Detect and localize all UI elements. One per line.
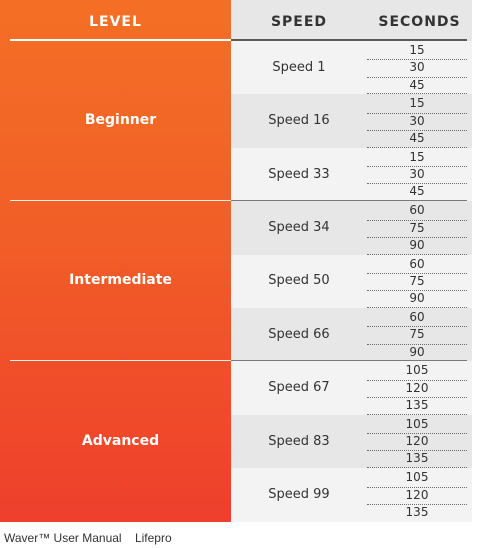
seconds-dotted-rule — [367, 290, 467, 292]
speed-row — [231, 254, 472, 308]
seconds-value: 90 — [409, 344, 425, 359]
seconds-value: 60 — [409, 203, 425, 218]
row-rule — [367, 413, 467, 415]
seconds-value: 15 — [409, 43, 425, 57]
seconds-dotted-rule — [367, 219, 467, 221]
speed-row — [231, 201, 472, 255]
speed-row — [231, 94, 472, 148]
seconds-value: 60 — [409, 256, 425, 271]
seconds-value: 15 — [409, 149, 425, 164]
seconds-value: 15 — [409, 96, 425, 111]
seconds-value: 135 — [405, 451, 429, 466]
seconds-dotted-rule — [367, 236, 467, 238]
seconds-value: 135 — [405, 398, 429, 412]
seconds-value: 45 — [409, 184, 425, 199]
level-label: Beginner — [84, 112, 157, 129]
seconds-value: 120 — [405, 380, 429, 395]
seconds-value: 135 — [405, 504, 429, 519]
seconds-dotted-rule — [367, 166, 467, 168]
seconds-dotted-rule — [367, 130, 467, 131]
speed-row — [231, 468, 472, 522]
seconds-dotted-rule — [367, 343, 467, 345]
seconds-value: 120 — [405, 434, 429, 449]
speed-label: Speed 67 — [268, 380, 330, 396]
row-rule — [367, 93, 467, 95]
seconds-dotted-rule — [367, 486, 467, 488]
header-rule-right — [231, 39, 467, 41]
seconds-dotted-rule — [367, 59, 467, 61]
seconds-value: 105 — [405, 363, 429, 378]
header-rule-level — [10, 39, 231, 41]
level-column — [0, 0, 231, 522]
speed-label: Speed 66 — [268, 326, 330, 342]
speed-row — [231, 147, 472, 202]
page-footer: Waver™ User Manual Lifepro — [4, 531, 172, 545]
seconds-dotted-rule — [367, 450, 467, 452]
row-rule — [367, 467, 467, 469]
seconds-dotted-rule — [367, 503, 467, 505]
seconds-value: 45 — [409, 131, 425, 145]
speed-row — [231, 414, 472, 469]
seconds-value: 90 — [409, 237, 425, 252]
header-level: LEVEL — [89, 14, 142, 30]
footer-manual-title: Waver™ User Manual — [4, 531, 122, 545]
seconds-value: 90 — [409, 291, 425, 306]
seconds-dotted-rule — [367, 76, 467, 78]
speed-row — [231, 308, 472, 362]
speed-label: Speed 34 — [268, 219, 330, 235]
seconds-value: 60 — [409, 310, 425, 324]
row-rule — [367, 307, 467, 308]
speed-label: Speed 16 — [268, 113, 330, 129]
seconds-value: 105 — [405, 470, 429, 485]
group-rule — [231, 200, 467, 202]
seconds-dotted-rule — [367, 112, 467, 114]
seconds-dotted-rule — [367, 183, 467, 185]
speed-label: Speed 83 — [268, 433, 330, 449]
row-rule — [367, 253, 467, 255]
footer-brand: Lifepro — [134, 531, 172, 545]
level-label: Intermediate — [69, 272, 172, 289]
header-speed: SPEED — [270, 14, 328, 30]
speed-label: Speed 1 — [272, 59, 326, 75]
seconds-value: 45 — [409, 77, 425, 92]
seconds-dotted-rule — [367, 272, 467, 274]
seconds-dotted-rule — [367, 326, 467, 328]
seconds-value: 75 — [409, 220, 425, 235]
seconds-value: 75 — [409, 327, 425, 342]
speed-table: LEVEL SPEED SECONDS Beginner Speed 1 15 30 4… — [0, 0, 472, 522]
seconds-dotted-rule — [367, 379, 467, 381]
speed-label: Speed 50 — [268, 273, 330, 289]
level-divider — [10, 200, 231, 202]
seconds-value: 30 — [409, 167, 425, 182]
seconds-value: 75 — [409, 273, 425, 288]
level-divider — [10, 360, 231, 362]
speed-label: Speed 99 — [268, 486, 330, 502]
seconds-value: 30 — [409, 113, 425, 128]
seconds-dotted-rule — [367, 397, 467, 398]
seconds-dotted-rule — [367, 433, 467, 435]
speed-label: Speed 33 — [268, 166, 330, 182]
level-label: Advanced — [81, 432, 160, 449]
seconds-value: 105 — [405, 416, 429, 431]
seconds-value: 120 — [405, 487, 429, 502]
row-rule — [367, 146, 467, 148]
speed-row — [231, 361, 472, 415]
speed-row — [231, 41, 472, 95]
header-seconds: SECONDS — [378, 14, 461, 30]
group-rule — [231, 360, 467, 362]
seconds-value: 30 — [409, 60, 425, 75]
